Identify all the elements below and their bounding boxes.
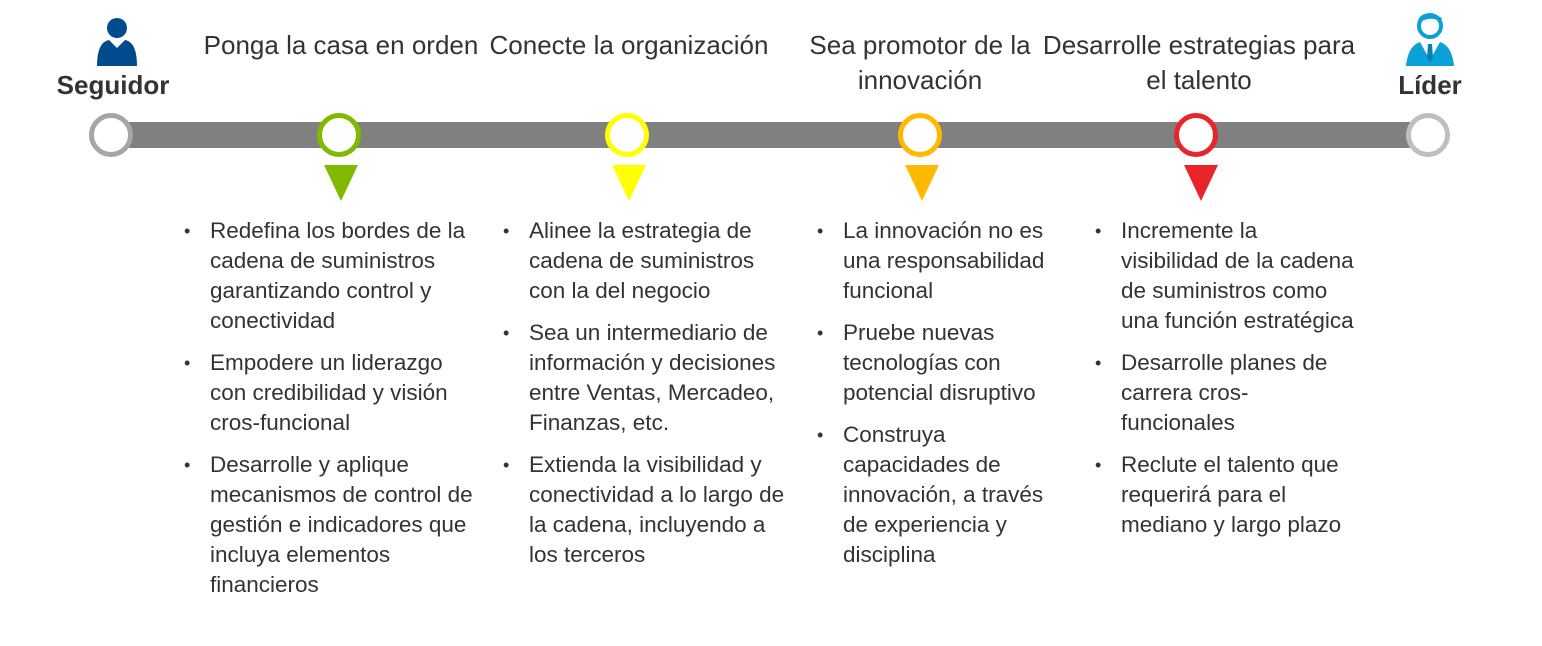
stage-1-pointer [324, 165, 358, 201]
follower-person-icon [97, 18, 137, 66]
stage-2-pointer [612, 165, 646, 201]
stage-3-node [898, 113, 942, 157]
stage-1-title: Ponga la casa en orden [203, 30, 479, 60]
list-item: Sea un intermediario de información y de… [503, 318, 793, 438]
end-node [1406, 113, 1450, 157]
start-label: Seguidor [56, 70, 170, 100]
stage-4-title: Desarrolle estrategias para el talento [1042, 30, 1356, 95]
stage-2-title: Conecte la organización [489, 30, 769, 60]
list-item: Reclute el talento que requerirá para el… [1095, 450, 1355, 540]
list-item: Empodere un liderazgo con credibilidad y… [184, 348, 484, 438]
list-item: Desarrolle y aplique mecanismos de contr… [184, 450, 484, 600]
list-item: Pruebe nuevas tecnologías con potencial … [817, 318, 1067, 408]
stage-1-node [317, 113, 361, 157]
timeline-bar [113, 122, 1430, 148]
end-label: Líder [1398, 70, 1462, 100]
stage-3-list: La innovación no es una responsabilidad … [817, 216, 1067, 582]
stage-3-pointer [905, 165, 939, 201]
list-item: Redefina los bordes de la cadena de sumi… [184, 216, 484, 336]
stage-3-title: Sea promotor de la innovación [809, 30, 1031, 95]
list-item: Extienda la visibilidad y conectividad a… [503, 450, 793, 570]
list-item: Desarrolle planes de carrera cros-funcio… [1095, 348, 1355, 438]
stage-2-list: Alinee la estrategia de cadena de sumini… [503, 216, 793, 582]
stage-4-pointer [1184, 165, 1218, 201]
leader-person-icon [1406, 13, 1454, 66]
start-node [89, 113, 133, 157]
list-item: Construya capacidades de innovación, a t… [817, 420, 1067, 570]
stage-1-list: Redefina los bordes de la cadena de sumi… [184, 216, 484, 612]
list-item: Alinee la estrategia de cadena de sumini… [503, 216, 793, 306]
stage-4-list: Incremente la visibilidad de la cadena d… [1095, 216, 1355, 552]
list-item: Incremente la visibilidad de la cadena d… [1095, 216, 1355, 336]
stage-4-node [1174, 113, 1218, 157]
stage-2-node [605, 113, 649, 157]
list-item: La innovación no es una responsabilidad … [817, 216, 1067, 306]
